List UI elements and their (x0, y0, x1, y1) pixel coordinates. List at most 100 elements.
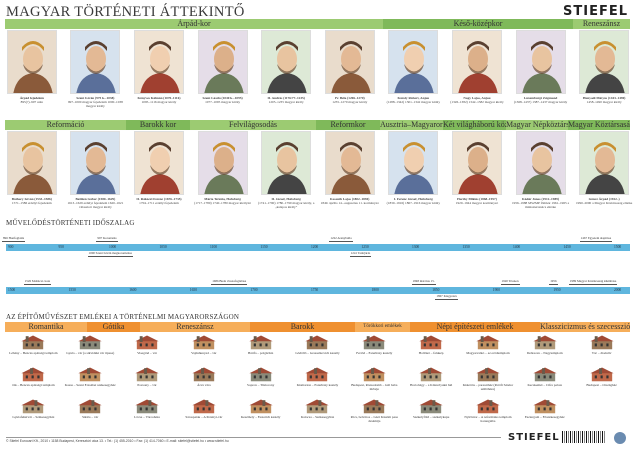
building-item: Siklós – vár (62, 398, 119, 430)
building-illustration (177, 398, 230, 414)
building-caption: Lőcse – Városháza (134, 415, 160, 419)
building-item: Székelyföld – székelykapu (403, 398, 460, 430)
ruler-info: 997–1000 magyar fejedelem 1000–1038 magy… (67, 100, 123, 109)
era-label: Reformáció (5, 120, 126, 130)
building-item: Bártfa – polgárház (232, 334, 289, 366)
ruler-info: 1205–1235 magyar király (268, 100, 304, 105)
building-item: Visegrád – vár (119, 334, 176, 366)
building-caption: Kismarton – Esterházy kastély (296, 383, 339, 387)
building-item: Nyírbátor – A református templom harangt… (460, 398, 517, 430)
building-item: Vajdahunyad – vár (175, 334, 232, 366)
footer-text: © Stiefel Eurocart Kft., 2010 • 1158 Bud… (6, 437, 501, 443)
ruler-name: Hunyadi Mátyás (1443–1490) (582, 96, 626, 100)
timeline-event: 1222 Aranybulla (329, 236, 353, 242)
building-item: Pécs, belváros – Gázi Kászim pasa dzsámi… (346, 398, 403, 430)
building-item: Lébény – Bencés apátsági templom (5, 334, 62, 366)
building-illustration (518, 334, 571, 350)
building-caption: Árva vára (197, 383, 211, 387)
ruler-name: Szent László (1040 k.–1095) (202, 96, 243, 100)
ruler-info: (1830–1916) 1867–1916 magyar király (386, 201, 441, 206)
building-illustration (348, 366, 401, 382)
ruler-name: II. Rákóczi Ferenc (1676–1735) (136, 197, 182, 201)
ruler-card: Göncz Árpád (1922–) 1990–2000 a Magyar Kö… (572, 131, 636, 210)
ruler-caption: Károly Róbert, Anjou (1288–1342) 1301–134… (383, 96, 443, 104)
building-caption: Pécs, belváros – Gázi Kászim pasa dzsámi… (350, 415, 398, 423)
ruler-info: 1704–1711 erdélyi fejedelem (139, 201, 179, 206)
ruler-caption: II. András (1176/77–1235) 1205–1235 magya… (256, 96, 316, 104)
architecture-style-label: Reneszánsz (140, 322, 250, 332)
timeline-tick: 1050 (159, 245, 167, 249)
timeline-event: 1989 Magyar Köztársaság kikiáltása (568, 279, 618, 285)
ruler-info: 1920–1944 magyar kormányzó (455, 201, 499, 206)
ruler-name: Kádár János (1912–1989) (522, 197, 559, 201)
page-title: MAGYAR TÖRTÉNETI ÁTTEKINTŐ (6, 4, 245, 20)
stiefel-logo: STIEFEL (563, 4, 628, 19)
timeline-tick: 1800 (371, 288, 379, 292)
building-caption: Pozsony – vár (137, 383, 157, 387)
ruler-info: (1368–1437) 1387–1437 magyar király (513, 100, 568, 105)
timeline-tick: 1600 (129, 288, 137, 292)
era-label: Árpád-kor (5, 19, 383, 29)
building-item: Vác – diadalív (573, 334, 630, 366)
ruler-info: 1458–1490 magyar király (586, 100, 622, 105)
building-item: Kecskemét – Cifra palota (516, 366, 573, 398)
ruler-card: Károly Róbert, Anjou (1288–1342) 1301–134… (382, 30, 446, 109)
building-caption: Esztergom – Főszékesegyház (524, 415, 565, 419)
ruler-caption: Báthory István (1533–1586) 1571–1586 erdé… (2, 197, 62, 205)
ruler-caption: Mária Terézia, Habsburg (1717–1780) 1740–… (193, 197, 253, 205)
ruler-info: 895(?)–907 után (20, 100, 43, 105)
building-item: Gyulafehérvár – Székesegyház (5, 398, 62, 430)
ruler-info: 1077–1095 magyar király (205, 100, 241, 105)
building-illustration (291, 366, 344, 382)
ruler-name: Károly Róbert, Anjou (397, 96, 430, 100)
building-item: Budapest, Rózsadomb – Gül baba türbéje (346, 366, 403, 398)
building-item: Árva vára (175, 366, 232, 398)
timeline-tick: 1150 (260, 245, 268, 249)
building-item: Kalocsa – Székesegyház (289, 398, 346, 430)
ruler-info: 1235–1270 magyar király (332, 100, 368, 105)
building-item: Gyula – vár (a síkvidéki vár típusa) (62, 334, 119, 366)
ruler-portrait (197, 30, 248, 94)
ruler-portrait (197, 131, 248, 195)
timeline-tick: 1400 (513, 245, 521, 249)
ruler-name: Horthy Miklós (1868–1957) (457, 197, 497, 201)
ruler-card: Báthory István (1533–1586) 1571–1586 erdé… (0, 131, 64, 210)
ruler-portrait (6, 131, 57, 195)
building-item: Budapest – Országház (573, 366, 630, 398)
timeline-tick: 1500 (614, 245, 622, 249)
ruler-portrait (324, 131, 375, 195)
ruler-card: Mária Terézia, Habsburg (1717–1780) 1740–… (191, 131, 255, 210)
building-caption: Sopron – Tűztorony (247, 383, 275, 387)
timeline-event: 1241 Tatárjárás (349, 251, 372, 257)
ruler-caption: Árpád fejedelem 895(?)–907 után (2, 96, 62, 104)
ruler-caption: Kossuth Lajos (1802–1894) 1849. április 1… (320, 197, 380, 205)
building-item: Sárospatak – A Perényi-vár (175, 398, 232, 430)
era-label: Magyar Köztársaság (568, 120, 630, 130)
timeline-tick: 1250 (361, 245, 369, 249)
ruler-portrait (515, 131, 566, 195)
building-item: Hortobágy – a Kilenclyukú híd (403, 366, 460, 398)
ruler-portrait (579, 131, 630, 195)
ruler-caption: II. Rákóczi Ferenc (1676–1735) 1704–1711 … (129, 197, 189, 205)
building-illustration (462, 334, 515, 350)
building-caption: Kecskemét – Cifra palota (527, 383, 563, 387)
timeline-bar-2: 1500 1550 1600 1650 1700 1750 1800 1850 1900 1950… (6, 287, 630, 294)
era-label: Barokk kor (126, 120, 190, 130)
building-item: Kiskőrös – parasztház (Petőfi Sándor szü… (460, 366, 517, 398)
quality-seal-icon (614, 432, 626, 444)
timeline-event: 1526 Mohácsi csata (23, 279, 52, 285)
timeline-tick: 1650 (189, 288, 197, 292)
ruler-card: I. Ferenc József, Habsburg (1830–1916) 18… (382, 131, 446, 210)
ruler-caption: Hunyadi Mátyás (1443–1490) 1458–1490 magy… (574, 96, 634, 104)
building-illustration (462, 366, 515, 382)
ruler-card: Bethlen Gábor (1580–1629) 1613–1629 erdél… (64, 131, 128, 210)
building-caption: Budapest – Országház (586, 383, 617, 387)
ruler-info: 1849. április 14.–augusztus 11. kormányz… (320, 201, 379, 206)
era-label: Késő-középkor (383, 19, 573, 29)
ruler-caption: Könyves Kálmán (1070–1116) 1095–1116 magy… (129, 96, 189, 104)
ruler-portrait (70, 30, 121, 94)
ruler-card: Kossuth Lajos (1802–1894) 1849. április 1… (318, 131, 382, 210)
building-caption: Keszthely – Festetich kastély (240, 415, 281, 419)
ruler-portrait (579, 30, 630, 94)
ruler-name: I. Ferenc József, Habsburg (393, 197, 433, 201)
